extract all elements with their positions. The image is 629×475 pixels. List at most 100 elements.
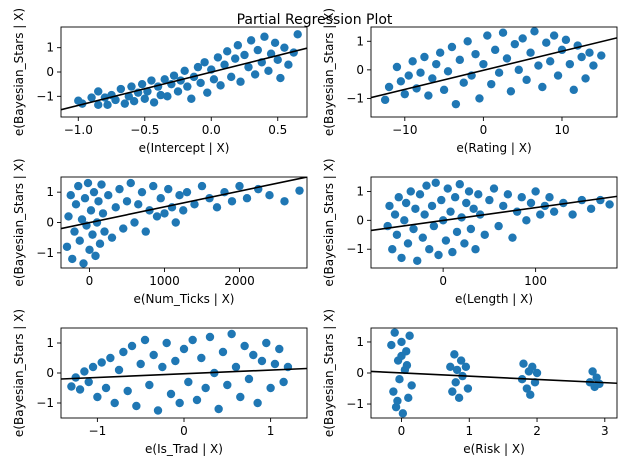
data-point	[494, 221, 503, 231]
x-tick-label: 2000	[224, 274, 255, 288]
data-point	[519, 359, 528, 368]
data-point	[499, 201, 508, 211]
data-point	[205, 332, 215, 342]
scatter-points	[67, 329, 293, 415]
data-point	[250, 70, 260, 79]
data-point	[264, 66, 273, 75]
data-point	[450, 350, 459, 359]
data-point	[411, 204, 420, 213]
data-point	[262, 338, 271, 348]
data-point	[87, 93, 96, 102]
data-point	[393, 396, 402, 406]
y-tick-label: −1	[346, 397, 364, 411]
data-point	[257, 356, 267, 366]
y-tick-label: −1	[346, 242, 364, 256]
data-point	[149, 181, 158, 191]
data-point	[84, 377, 93, 387]
data-point	[230, 54, 240, 63]
data-point	[94, 87, 103, 96]
data-point	[273, 55, 282, 65]
data-point	[175, 398, 184, 408]
x-tick-label: 1000	[149, 274, 180, 288]
data-point	[508, 233, 517, 242]
data-point	[595, 379, 604, 389]
data-point	[137, 79, 147, 89]
y-tick-label: 1	[46, 336, 54, 350]
data-point	[140, 94, 149, 103]
data-point	[454, 393, 464, 403]
data-point	[129, 96, 139, 106]
data-point	[394, 193, 403, 202]
data-point	[156, 90, 165, 100]
data-point	[530, 27, 539, 36]
x-axis-label: e(Rating | X)	[456, 141, 531, 155]
data-point	[94, 100, 103, 110]
data-point	[223, 47, 232, 56]
data-point	[418, 233, 427, 242]
data-point	[396, 77, 406, 86]
data-point	[179, 206, 188, 215]
data-point	[137, 187, 147, 197]
data-point	[503, 190, 513, 199]
y-axis-label: e(Bayesian_Stars | X)	[322, 158, 336, 286]
data-point	[506, 87, 516, 96]
data-point	[461, 362, 471, 371]
data-point	[549, 31, 559, 40]
data-point	[75, 385, 85, 394]
data-point	[214, 404, 223, 414]
data-point	[182, 187, 192, 197]
data-point	[162, 338, 171, 348]
data-point	[475, 94, 484, 103]
data-point	[586, 204, 596, 213]
x-tick-label: 0	[439, 274, 447, 288]
data-point	[526, 198, 536, 208]
data-point	[192, 395, 202, 405]
x-axis-label: e(Is_Trad | X)	[145, 442, 223, 456]
data-point	[424, 91, 433, 100]
data-point	[127, 341, 137, 351]
data-point	[395, 375, 404, 384]
subplot-5: −1 0 1 −1 0 1 e(Is_Trad | X) e(Bayesian_Stars |…	[12, 309, 308, 456]
data-point	[275, 344, 284, 354]
y-tick-label: −1	[36, 396, 54, 410]
data-point	[463, 37, 472, 46]
data-point	[86, 206, 96, 215]
y-tick-label: 1	[356, 335, 364, 349]
data-point	[153, 406, 163, 415]
subplot-3: 0 1000 2000 −1 0 1 e(Num_Ticks | X) e(Bayesian_…	[12, 158, 308, 306]
data-point	[498, 28, 508, 37]
subplot-1: −1.0 −0.5 0.0 0.5 −1 0 1 e(Intercept | X) e(Baye…	[12, 8, 308, 155]
data-point	[284, 60, 293, 69]
data-point	[589, 61, 598, 70]
data-point	[111, 203, 120, 212]
data-point	[439, 85, 449, 95]
data-point	[446, 207, 455, 216]
data-point	[577, 52, 586, 62]
y-tick-label: 0	[356, 366, 364, 380]
data-point	[456, 356, 466, 365]
figure-title: Partial Regression Plot	[237, 12, 393, 28]
data-point	[265, 191, 274, 200]
data-point	[388, 245, 397, 254]
x-tick-label: −1.0	[64, 123, 93, 137]
data-point	[487, 79, 496, 89]
data-point	[526, 48, 535, 57]
data-point	[534, 61, 543, 70]
data-point	[145, 380, 154, 390]
data-point	[522, 75, 531, 85]
data-point	[464, 187, 474, 196]
data-point	[266, 383, 275, 393]
data-point	[431, 178, 440, 187]
axes-frame	[370, 26, 618, 118]
data-point	[443, 184, 452, 193]
data-point	[197, 353, 206, 363]
data-point	[79, 259, 88, 268]
x-axis-label: e(Length | X)	[455, 292, 533, 306]
data-point	[565, 59, 575, 69]
data-point	[463, 384, 473, 393]
data-point	[116, 84, 126, 94]
data-point	[429, 221, 439, 231]
data-point	[384, 82, 394, 92]
data-point	[390, 210, 400, 219]
